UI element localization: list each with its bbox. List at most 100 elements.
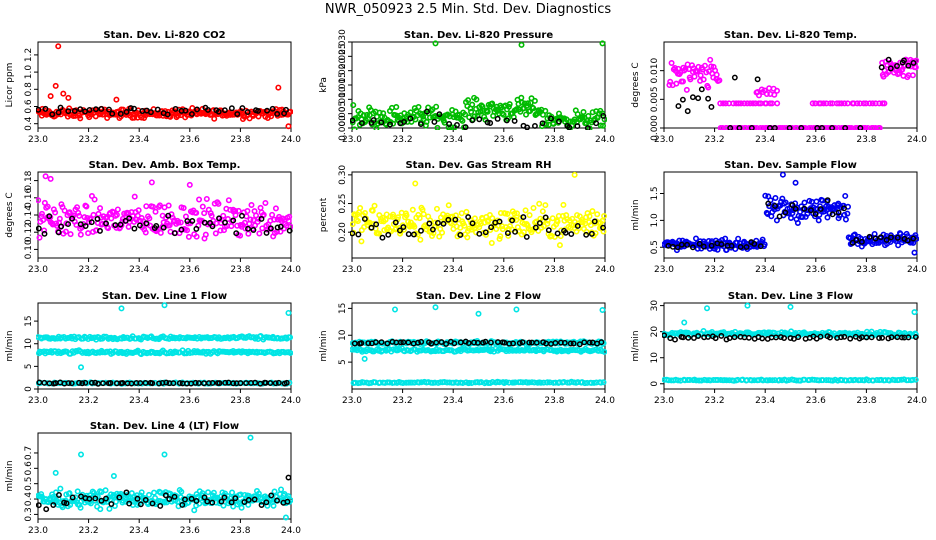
main-point [229, 489, 236, 496]
main-point [178, 488, 185, 495]
main-point [530, 105, 537, 112]
main-outlier-point [475, 310, 482, 317]
reference-point [883, 236, 890, 243]
reference-point [417, 121, 424, 128]
reference-point [574, 123, 581, 130]
reference-point [503, 117, 510, 124]
main-point [278, 486, 285, 493]
x-tick-label: 23.6 [494, 135, 514, 145]
reference-point [591, 218, 598, 225]
main-point [732, 246, 739, 253]
x-tick-label: 24.0 [281, 526, 301, 536]
reference-point [680, 334, 687, 341]
main-point [36, 197, 42, 204]
main-point [700, 76, 707, 83]
main-point [369, 207, 376, 214]
main-point [751, 125, 758, 130]
reference-point [36, 225, 42, 232]
main-point [205, 489, 212, 496]
main-point [257, 204, 264, 211]
reference-point [484, 119, 491, 126]
reference-point [777, 334, 784, 340]
reference-point [570, 340, 577, 347]
reference-point [817, 333, 824, 340]
main-point [77, 231, 84, 238]
reference-point [192, 379, 199, 386]
main-point [244, 208, 251, 215]
reference-point [116, 494, 123, 501]
y-tick-label: 15 [338, 303, 348, 314]
panel-title: Stan. Dev. Line 1 Flow [102, 291, 227, 302]
main-point [594, 211, 601, 218]
data-points [36, 434, 293, 521]
reference-point [705, 95, 712, 102]
main-point [589, 208, 596, 215]
main-point [526, 212, 533, 219]
reference-point [912, 334, 919, 341]
reference-point [675, 103, 682, 110]
reference-point [708, 242, 715, 249]
reference-point [841, 333, 848, 340]
x-tick-label: 24.0 [595, 135, 615, 145]
main-outlier-point [911, 309, 918, 316]
x-tick-label: 23.4 [443, 135, 463, 145]
x-tick-label: 23.0 [654, 396, 674, 406]
main-point [514, 210, 521, 217]
main-point [817, 100, 824, 107]
reference-point [286, 227, 293, 234]
x-tick-label: 23.8 [544, 135, 564, 145]
reference-point [731, 334, 738, 341]
reference-point [221, 107, 228, 114]
reference-point [98, 106, 105, 112]
main-point [819, 197, 826, 204]
reference-point [504, 230, 511, 237]
main-outlier-point [186, 181, 193, 188]
y-tick-label: 0.3 [24, 507, 34, 521]
reference-point [708, 104, 715, 110]
y-tick-label: 1.2 [24, 48, 34, 62]
reference-point [165, 212, 172, 219]
main-point [287, 349, 293, 356]
main-point [506, 101, 513, 108]
main-point [854, 125, 861, 130]
reference-point [795, 334, 802, 341]
panel-title: Stan. Dev. Amb. Box Temp. [89, 160, 241, 171]
y-tick-label: 0 [650, 381, 660, 387]
reference-point [188, 111, 195, 117]
main-point [350, 102, 357, 109]
reference-point [283, 106, 289, 113]
y-tick-label: 0.10 [24, 239, 34, 259]
reference-point [568, 231, 575, 238]
main-point [912, 376, 919, 383]
main-point [161, 499, 168, 506]
reference-point [251, 496, 258, 503]
main-point [434, 124, 441, 130]
main-point [771, 91, 778, 98]
reference-point [209, 223, 216, 230]
reference-point [705, 333, 712, 340]
y-tick-label: 0.025 [338, 43, 348, 69]
main-point [285, 493, 292, 500]
reference-point [426, 220, 433, 227]
reference-point [877, 234, 884, 241]
main-point [99, 220, 106, 227]
main-point [586, 213, 593, 220]
reference-point [245, 497, 252, 503]
reference-point [397, 339, 404, 346]
main-point [682, 66, 689, 73]
main-point [441, 378, 448, 385]
x-tick-label: 23.4 [129, 526, 149, 536]
main-outlier-point [787, 303, 794, 310]
main-point [759, 236, 766, 243]
reference-point [841, 205, 847, 212]
main-outlier-point [599, 306, 606, 313]
main-point [546, 379, 553, 386]
reference-point [863, 334, 870, 341]
y-tick-label: 0.020 [338, 58, 348, 84]
main-point [91, 196, 98, 203]
main-outlier-point [282, 514, 289, 521]
reference-point [748, 125, 755, 130]
y-tick-label: 0.16 [24, 188, 34, 208]
reference-point [574, 223, 581, 229]
x-tick-label: 23.4 [443, 396, 463, 406]
